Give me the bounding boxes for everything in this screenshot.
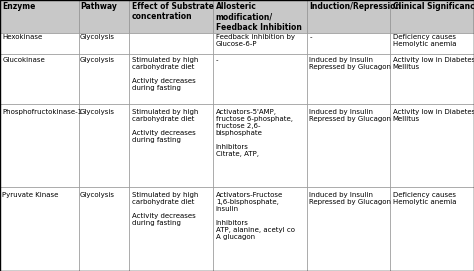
Bar bbox=[0, 33, 79, 54]
Text: Activity low in Diabetes
Mellitus: Activity low in Diabetes Mellitus bbox=[393, 57, 474, 70]
Bar bbox=[0, 0, 79, 33]
Text: Feedback inhibition by
Glucose-6-P: Feedback inhibition by Glucose-6-P bbox=[216, 34, 295, 47]
Text: Deficiency causes
Hemolytic anemia: Deficiency causes Hemolytic anemia bbox=[393, 192, 456, 205]
Bar bbox=[129, 54, 213, 104]
Bar bbox=[391, 0, 474, 33]
Text: Hexokinase: Hexokinase bbox=[2, 34, 43, 40]
Bar bbox=[307, 54, 391, 104]
Text: Pathway: Pathway bbox=[80, 2, 117, 11]
Bar bbox=[129, 187, 213, 271]
Bar bbox=[391, 187, 474, 271]
Bar bbox=[213, 0, 307, 33]
Text: -: - bbox=[309, 34, 312, 40]
Bar bbox=[391, 33, 474, 54]
Bar bbox=[79, 0, 129, 33]
Text: Induced by Insulin
Repressed by Glucagon: Induced by Insulin Repressed by Glucagon bbox=[309, 192, 391, 205]
Text: Glycolysis: Glycolysis bbox=[80, 192, 115, 198]
Text: Allosteric
modification/
Feedback Inhibition: Allosteric modification/ Feedback Inhibi… bbox=[216, 2, 301, 32]
Text: Activators-Fructose
1,6-bisphosphate,
insulin

Inhibitors
ATP, alanine, acetyl c: Activators-Fructose 1,6-bisphosphate, in… bbox=[216, 192, 295, 240]
Text: Glycolysis: Glycolysis bbox=[80, 34, 115, 40]
Bar bbox=[307, 0, 391, 33]
Bar bbox=[129, 104, 213, 187]
Text: Pyruvate Kinase: Pyruvate Kinase bbox=[2, 192, 59, 198]
Text: Induction/Repression: Induction/Repression bbox=[309, 2, 401, 11]
Bar bbox=[213, 187, 307, 271]
Bar bbox=[213, 104, 307, 187]
Bar bbox=[307, 104, 391, 187]
Text: Glycolysis: Glycolysis bbox=[80, 109, 115, 115]
Bar bbox=[213, 54, 307, 104]
Text: Stimulated by high
carbohydrate diet

Activity decreases
during fasting: Stimulated by high carbohydrate diet Act… bbox=[132, 57, 198, 91]
Bar bbox=[213, 33, 307, 54]
Bar bbox=[79, 104, 129, 187]
Text: Phosphofructokinase-1: Phosphofructokinase-1 bbox=[2, 109, 82, 115]
Bar bbox=[79, 33, 129, 54]
Text: Induced by Insulin
Repressed by Glucagon: Induced by Insulin Repressed by Glucagon bbox=[309, 57, 391, 70]
Bar bbox=[307, 187, 391, 271]
Bar bbox=[79, 187, 129, 271]
Text: Stimulated by high
carbohydrate diet

Activity decreases
during fasting: Stimulated by high carbohydrate diet Act… bbox=[132, 192, 198, 226]
Text: Glycolysis: Glycolysis bbox=[80, 57, 115, 63]
Bar bbox=[0, 187, 79, 271]
Text: Clinical Significance: Clinical Significance bbox=[393, 2, 474, 11]
Bar bbox=[391, 54, 474, 104]
Text: Activity low in Diabetes
Mellitus: Activity low in Diabetes Mellitus bbox=[393, 109, 474, 122]
Text: Enzyme: Enzyme bbox=[2, 2, 36, 11]
Bar bbox=[129, 33, 213, 54]
Bar bbox=[0, 54, 79, 104]
Bar bbox=[391, 104, 474, 187]
Bar bbox=[129, 0, 213, 33]
Text: Induced by Insulin
Repressed by Glucagon: Induced by Insulin Repressed by Glucagon bbox=[309, 109, 391, 122]
Text: Stimulated by high
carbohydrate diet

Activity decreases
during fasting: Stimulated by high carbohydrate diet Act… bbox=[132, 109, 198, 143]
Bar bbox=[79, 54, 129, 104]
Text: Glucokinase: Glucokinase bbox=[2, 57, 45, 63]
Bar bbox=[307, 33, 391, 54]
Text: -: - bbox=[216, 57, 218, 63]
Text: Effect of Substrate
concentration: Effect of Substrate concentration bbox=[132, 2, 214, 21]
Bar bbox=[0, 104, 79, 187]
Text: Activators-5'AMP,
fructose 6-phosphate,
fructose 2,6-
bisphosphate

Inhibitors
C: Activators-5'AMP, fructose 6-phosphate, … bbox=[216, 109, 293, 157]
Text: Deficiency causes
Hemolytic anemia: Deficiency causes Hemolytic anemia bbox=[393, 34, 456, 47]
